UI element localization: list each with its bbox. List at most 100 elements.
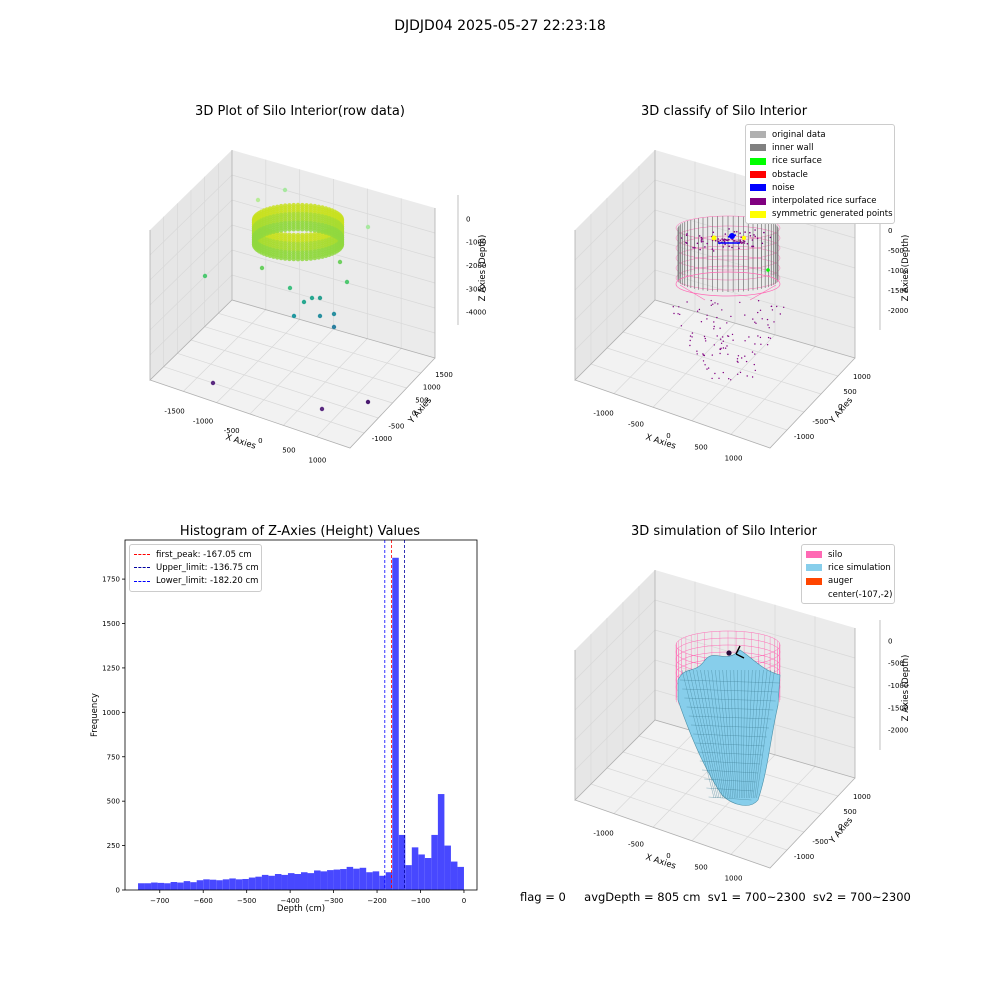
data-point — [287, 285, 293, 291]
interpolated-point — [712, 250, 715, 252]
histogram-bar — [314, 870, 321, 890]
floor-gridline — [652, 322, 736, 408]
panel4-3d-plot: -1000-50005001000-1000-500050010000-500-… — [574, 570, 911, 883]
interpolated-point — [776, 305, 778, 308]
ring-point — [300, 256, 305, 262]
panel1-axes-box — [149, 150, 459, 449]
histogram-bar — [177, 882, 184, 890]
y-tick-label: 1250 — [102, 664, 120, 672]
interpolated-point — [717, 238, 719, 240]
histogram-bar — [340, 869, 347, 890]
histogram-bar — [157, 882, 165, 890]
silo-ring — [675, 271, 781, 297]
data-point — [344, 279, 350, 285]
interpolated-point — [706, 242, 708, 245]
panel4-title: 3D simulation of Silo Interior — [631, 524, 817, 539]
interpolated-point — [759, 336, 762, 339]
legend-item: silo — [806, 548, 889, 561]
interpolated-point — [730, 379, 732, 381]
interpolated-point — [754, 321, 756, 323]
legend-swatch — [806, 564, 822, 572]
interpolated-point — [726, 335, 729, 337]
interpolated-point — [736, 360, 738, 362]
mesh-line — [697, 751, 763, 756]
x-tick-label: 500 — [282, 447, 295, 455]
y-tick-label: -500 — [388, 422, 404, 430]
z-tick-label: -500 — [888, 660, 904, 668]
interpolated-point — [732, 339, 734, 341]
histogram-bar — [281, 874, 288, 890]
legend-item: auger — [806, 575, 889, 588]
histogram-bar — [216, 880, 223, 890]
interpolated-point — [752, 318, 754, 320]
panel4-zlabel: Z Axies (Depth) — [901, 655, 911, 722]
interpolated-point — [677, 313, 679, 315]
interpolated-point — [730, 315, 732, 318]
interpolated-point — [694, 246, 696, 249]
interpolated-point — [733, 240, 736, 242]
interpolated-point — [702, 360, 705, 362]
interpolated-point — [771, 309, 774, 311]
legend-swatch-dashed — [134, 567, 150, 569]
data-point — [331, 311, 337, 317]
panel3-title: Histogram of Z-Axies (Height) Values — [179, 524, 421, 539]
x-tick-label: -500 — [628, 421, 644, 429]
histogram-bar — [261, 874, 269, 890]
interpolated-point — [741, 357, 743, 359]
mesh-line — [711, 669, 728, 799]
interpolated-point — [711, 354, 713, 356]
ring-point — [308, 256, 313, 261]
interpolated-point — [689, 335, 692, 337]
x-tick-label: −300 — [324, 897, 343, 905]
panel2-xlabel: X Axies — [644, 432, 677, 451]
legend-item: symmetric generated points — [750, 208, 893, 221]
interpolated-point — [704, 364, 706, 366]
interpolated-point — [717, 303, 719, 305]
ring-point — [320, 229, 325, 234]
x-tick-label: −400 — [281, 897, 300, 905]
legend-item: Lower_limit: -182.20 cm — [134, 575, 258, 588]
x-tick-label: 1000 — [725, 875, 743, 883]
z-tick-label: -1000 — [888, 267, 908, 275]
mesh-line — [707, 669, 727, 799]
x-tick-label: 0 — [258, 437, 262, 445]
interpolated-point — [722, 246, 724, 248]
interpolated-point — [752, 245, 755, 248]
histogram-bar — [327, 870, 334, 890]
interpolated-point — [696, 310, 699, 312]
mesh-line — [729, 669, 737, 799]
histogram-bar — [164, 883, 171, 890]
histogram-bar — [196, 880, 204, 890]
panel2-title: 3D classify of Silo Interior — [640, 104, 808, 119]
legend-label: symmetric generated points — [772, 209, 893, 220]
interpolated-point — [678, 306, 680, 308]
interpolated-point — [736, 240, 738, 243]
interpolated-point — [726, 322, 728, 324]
interpolated-point — [685, 234, 688, 237]
legend-swatch — [750, 197, 766, 205]
x-tick-label: −600 — [194, 897, 213, 905]
mesh-line — [690, 724, 770, 729]
mesh-line — [681, 669, 715, 799]
z-tick-label: -2000 — [888, 727, 908, 735]
y-tick-label: 0 — [116, 887, 120, 895]
mesh-line — [682, 688, 778, 693]
histogram-bar — [457, 866, 464, 890]
legend-swatch-dashed — [134, 554, 150, 556]
floor-gridline — [730, 346, 816, 435]
interpolated-point — [686, 233, 688, 235]
histogram-legend: first_peak: -167.05 cm Upper_limit: -136… — [129, 544, 262, 592]
interpolated-point — [700, 239, 703, 241]
interpolated-point — [719, 239, 722, 242]
ring-point — [291, 256, 296, 262]
legend-label: original data — [772, 129, 826, 140]
interpolated-point — [691, 336, 693, 338]
legend-swatch — [750, 144, 766, 152]
interpolated-point — [745, 360, 748, 363]
legend-item: rice surface — [750, 155, 889, 168]
mesh-line — [692, 669, 720, 799]
z-tick-label: -2000 — [888, 307, 908, 315]
interpolated-point — [744, 355, 746, 357]
interpolated-point — [751, 351, 754, 353]
interpolated-point — [712, 303, 714, 305]
